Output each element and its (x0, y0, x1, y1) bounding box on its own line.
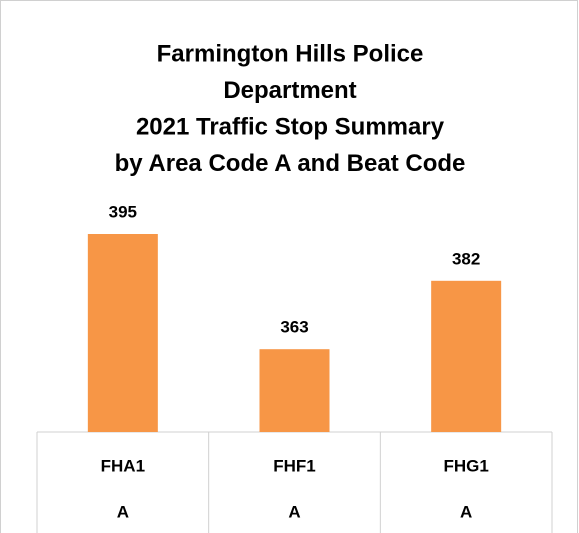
group-label: A (117, 502, 129, 521)
chart-title: Department (223, 77, 356, 104)
bar (87, 234, 158, 432)
value-label: 363 (280, 318, 308, 337)
value-label: 395 (109, 202, 137, 221)
chart-title: 2021 Traffic Stop Summary (136, 113, 445, 140)
x-tick-label: FHA1 (101, 456, 145, 475)
bar (431, 280, 502, 432)
bar (259, 349, 330, 432)
chart-title: by Area Code A and Beat Code (115, 150, 466, 177)
group-label: A (288, 502, 300, 521)
x-tick-label: FHF1 (273, 456, 316, 475)
chart-title: Farmington Hills Police (157, 40, 424, 67)
group-label: A (460, 502, 472, 521)
x-tick-label: FHG1 (443, 456, 488, 475)
value-label: 382 (452, 249, 480, 268)
